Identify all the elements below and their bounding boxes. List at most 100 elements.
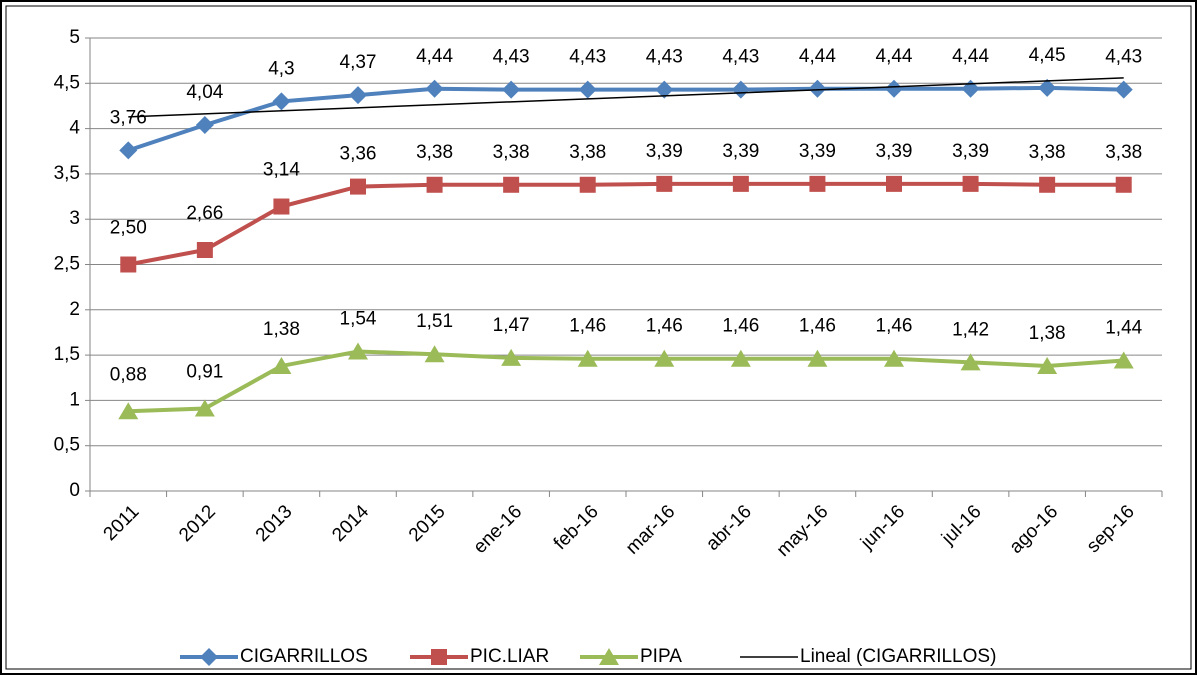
x-tick-label: sep-16 <box>1083 501 1139 557</box>
data-label: 1,54 <box>340 308 377 329</box>
data-label: 3,39 <box>799 141 836 162</box>
x-tick-label: 2013 <box>252 501 297 546</box>
marker <box>809 175 826 192</box>
marker <box>599 648 619 665</box>
x-tick-label: 2015 <box>405 501 450 546</box>
x-tick-label: 2011 <box>100 501 144 545</box>
data-label: 3,38 <box>1105 142 1142 163</box>
y-tick-label: 5 <box>69 27 80 48</box>
marker <box>200 648 218 666</box>
y-tick-label: 3,5 <box>54 163 80 184</box>
marker <box>885 79 903 98</box>
marker <box>807 349 828 367</box>
data-label: 3,14 <box>263 160 300 181</box>
data-label: 2,66 <box>186 203 223 224</box>
marker <box>578 80 597 99</box>
marker <box>579 176 596 193</box>
y-tick-label: 3 <box>69 208 80 229</box>
marker <box>350 178 366 195</box>
marker <box>886 175 902 192</box>
legend-label: Lineal (CIGARRILLOS) <box>800 646 996 667</box>
x-tick-label: 2012 <box>175 501 220 546</box>
data-label: 4,43 <box>722 47 759 68</box>
marker <box>1113 351 1134 369</box>
data-label: 1,38 <box>1029 323 1066 344</box>
x-tick-label: mar-16 <box>622 501 679 558</box>
data-label: 4,04 <box>186 82 223 103</box>
y-tick-label: 2,5 <box>54 254 80 275</box>
data-label: 1,38 <box>263 319 300 340</box>
data-label: 1,46 <box>722 316 759 337</box>
data-label: 4,43 <box>646 47 683 68</box>
marker <box>272 92 291 111</box>
series-line <box>127 85 1124 153</box>
data-label: 1,42 <box>952 319 989 340</box>
marker <box>501 348 522 366</box>
marker <box>503 176 520 193</box>
marker <box>502 80 521 99</box>
x-tick-label: jun-16 <box>856 501 909 554</box>
marker <box>577 349 598 367</box>
data-label: 1,46 <box>646 316 683 337</box>
data-label: 4,43 <box>493 47 530 68</box>
marker <box>194 399 215 417</box>
marker <box>962 175 979 192</box>
legend-label: PIC.LIAR <box>470 646 549 667</box>
y-tick-label: 4,5 <box>54 72 80 93</box>
data-label: 3,36 <box>340 144 377 165</box>
marker <box>1039 176 1056 193</box>
data-label: 1,46 <box>876 316 913 337</box>
data-label: 4,43 <box>1105 47 1142 68</box>
y-tick-label: 1,5 <box>54 344 80 365</box>
data-label: 4,43 <box>569 47 606 68</box>
x-tick-label: ago-16 <box>1006 501 1063 558</box>
marker <box>1114 80 1133 99</box>
marker <box>1037 356 1058 374</box>
data-label: 1,51 <box>416 311 453 332</box>
marker <box>120 256 137 273</box>
data-label: 4,37 <box>340 52 377 73</box>
data-label: 2,50 <box>110 218 147 239</box>
data-label: 3,76 <box>110 107 147 128</box>
data-label: 1,46 <box>569 316 606 337</box>
y-tick-label: 0 <box>69 480 80 501</box>
marker <box>808 79 827 98</box>
y-tick-label: 1 <box>69 389 80 410</box>
x-tick-label: jul-16 <box>937 501 985 549</box>
y-tick-label: 4 <box>69 118 80 139</box>
data-label: 0,88 <box>110 364 147 385</box>
marker <box>1038 78 1057 97</box>
marker <box>195 115 214 134</box>
legend-label: CIGARRILLOS <box>240 646 368 667</box>
data-label: 0,91 <box>186 362 223 383</box>
y-tick-label: 2 <box>69 299 80 320</box>
data-label: 3,39 <box>876 141 913 162</box>
data-label: 4,45 <box>1029 45 1066 66</box>
marker <box>961 79 980 98</box>
marker <box>271 356 292 374</box>
marker <box>196 242 213 259</box>
x-tick-label: feb-16 <box>550 501 603 554</box>
data-label: 3,38 <box>569 142 606 163</box>
trend-line <box>128 77 1124 118</box>
y-tick-label: 0,5 <box>54 435 80 456</box>
x-tick-label: may-16 <box>773 501 833 561</box>
series-line <box>127 181 1124 267</box>
x-tick-label: abr-16 <box>702 501 756 555</box>
legend-label: PIPA <box>640 646 682 667</box>
marker <box>960 353 981 371</box>
data-label: 3,39 <box>722 141 759 162</box>
series-line <box>128 349 1124 414</box>
marker <box>732 175 749 192</box>
x-tick-label: ene-16 <box>470 501 527 558</box>
marker <box>118 402 139 420</box>
marker <box>349 86 367 105</box>
chart-inner-border <box>5 5 1192 670</box>
marker <box>431 649 447 665</box>
data-label: 1,44 <box>1105 318 1142 339</box>
data-label: 4,3 <box>268 58 294 79</box>
data-label: 1,47 <box>493 315 530 336</box>
data-label: 3,38 <box>493 142 530 163</box>
